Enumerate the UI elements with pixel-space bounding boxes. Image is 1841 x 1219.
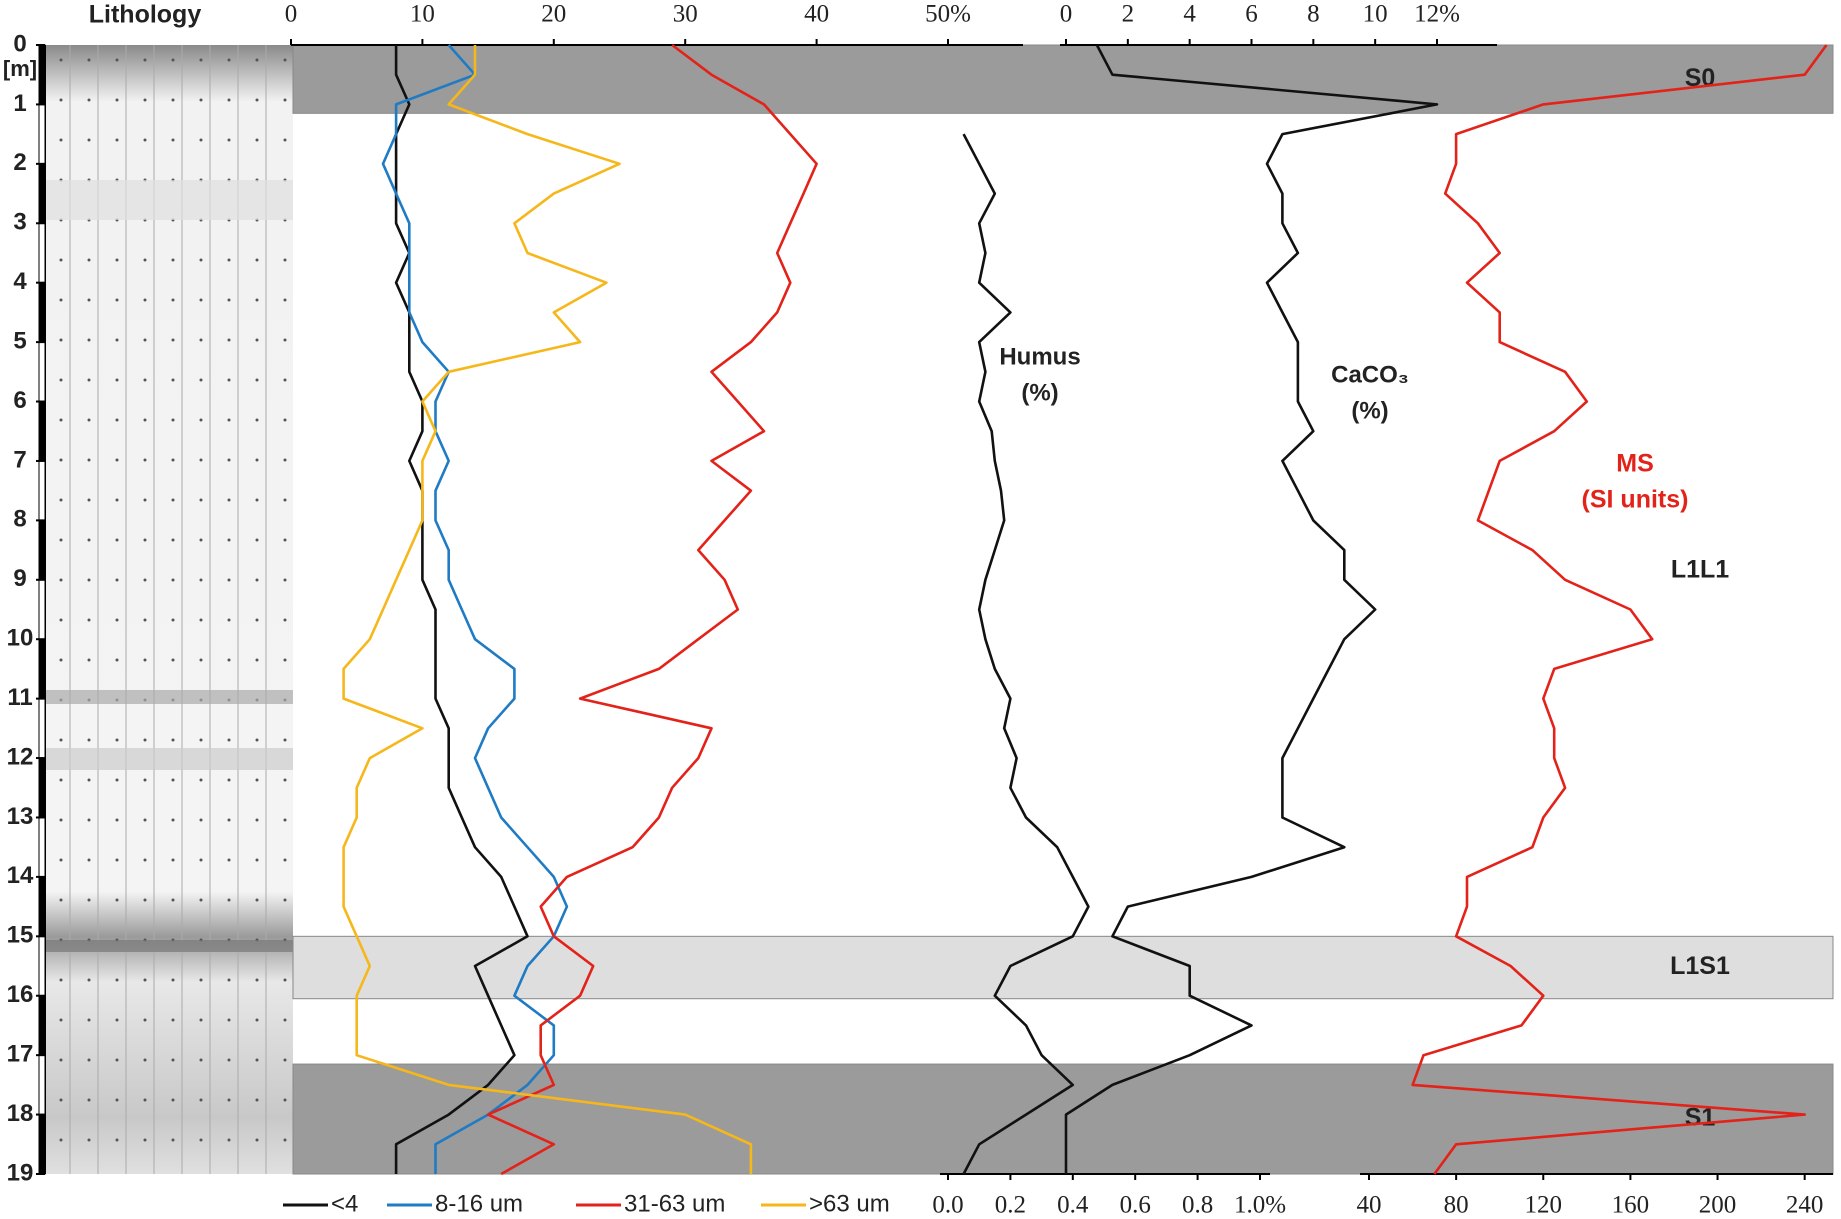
y-tick-label: 13 [7,803,34,830]
y-tick-label: 18 [7,1100,34,1127]
profile-line [342,45,753,1174]
lithology-texture [46,45,293,1174]
x-tick-label: 0.8 [1182,1192,1213,1219]
depth-scale-segment [38,341,46,403]
profile-line [1064,44,1439,1174]
depth-scale-segment [38,579,46,640]
profile-line [486,43,818,1176]
x-tick-label: 10 [1363,1,1388,28]
series-label: (SI units) [1582,486,1689,514]
y-tick-label: 5 [13,327,26,354]
y-tick-label: 6 [13,387,26,414]
y-tick-label: 4 [13,268,27,295]
profile-line [1411,44,1828,1175]
depth-scale-segment [38,698,46,759]
depth-scale-segment [38,816,46,878]
y-tick-label: 1 [13,90,26,117]
x-tick-label: 0.0 [932,1192,963,1219]
x-tick-label: 2 [1122,1,1135,28]
y-tick-label: 0 [13,30,26,57]
soil-band [292,44,1834,114]
lithology-column [46,45,293,1174]
x-tick-label: 0.6 [1120,1192,1151,1219]
y-tick-label: 12 [7,743,34,770]
depth-scale-segment [38,757,46,818]
x-tick-label: 40 [804,1,829,28]
depth-scale-segment [38,103,46,165]
series-label: (%) [1021,379,1058,406]
x-tick-label: 50% [925,1,971,28]
x-tick-label: 0 [285,1,298,28]
y-tick-label: 8 [13,506,26,533]
depth-scale-segment [38,1054,46,1116]
x-tick-label: 8 [1307,1,1320,28]
depth-scale-segment [38,163,46,224]
bands [292,44,1834,1175]
lithology-layer [46,180,293,220]
y-tick-label: 14 [7,862,34,889]
lithology-layer [46,690,293,704]
x-tick-label: 240 [1786,1192,1824,1219]
x-tick-label: 80 [1444,1192,1469,1219]
series-label: MS [1616,450,1654,478]
depth-scale-segment [38,44,46,105]
lithology-layer [46,748,293,770]
depth-scale-segment [38,935,46,997]
series-label: Humus [999,343,1080,370]
unit-label: L1L1 [1671,555,1729,583]
profile-line [394,45,529,1174]
depth-scale-segment [38,995,46,1056]
x-tick-label: 0 [1060,1,1073,28]
soil-band [292,1063,1834,1175]
depth-scale-segment [38,460,46,521]
depth-scale-segment [38,638,46,700]
y-tick-label: 7 [13,446,26,473]
profile-line [962,133,1090,1175]
x-tick-label: 120 [1525,1192,1563,1219]
depth-scale-segment [38,222,46,284]
depth-scale-segment [38,401,46,462]
x-tick-label: 0.2 [995,1192,1026,1219]
legend-label: 31-63 um [624,1190,725,1217]
x-tick-label: 0.4 [1057,1192,1089,1219]
depth-scale-segment [38,282,46,343]
legend-label: >63 um [809,1190,890,1217]
lithology-label: Lithology [89,1,202,29]
series-label: CaCO₃ [1331,361,1409,388]
x-tick-label: 160 [1612,1192,1650,1219]
y-tick-label: 10 [7,625,34,652]
y-tick-label: 16 [7,981,34,1008]
y-axis-label: [m] [3,56,37,81]
x-tick-label: 20 [541,1,566,28]
soil-band [292,935,1834,1000]
x-tick-label: 30 [673,1,698,28]
profile-line [381,44,569,1174]
x-tick-label: 200 [1699,1192,1737,1219]
x-tick-label: 4 [1183,1,1196,28]
x-tick-label: 1.0% [1234,1192,1286,1219]
y-tick-label: 2 [13,149,26,176]
y-tick-label: 9 [13,565,26,592]
x-tick-label: 6 [1245,1,1258,28]
depth-scale-segment [38,876,46,937]
legend-label: 8-16 um [435,1190,523,1217]
depth-scale-segment [38,1114,46,1175]
y-tick-label: 15 [7,922,34,949]
y-tick-label: 19 [7,1159,34,1186]
x-tick-label: 10 [410,1,435,28]
y-tick-label: 17 [7,1041,34,1068]
x-tick-label: 12% [1414,1,1460,28]
band-label: L1S1 [1670,952,1730,980]
depth-scale-segment [38,519,46,581]
lithology-layer [46,940,293,952]
y-tick-label: 3 [13,209,26,236]
series-label: (%) [1351,397,1388,424]
legend-label: <4 [331,1190,358,1217]
y-tick-label: 11 [7,684,32,711]
x-tick-label: 40 [1357,1192,1382,1219]
